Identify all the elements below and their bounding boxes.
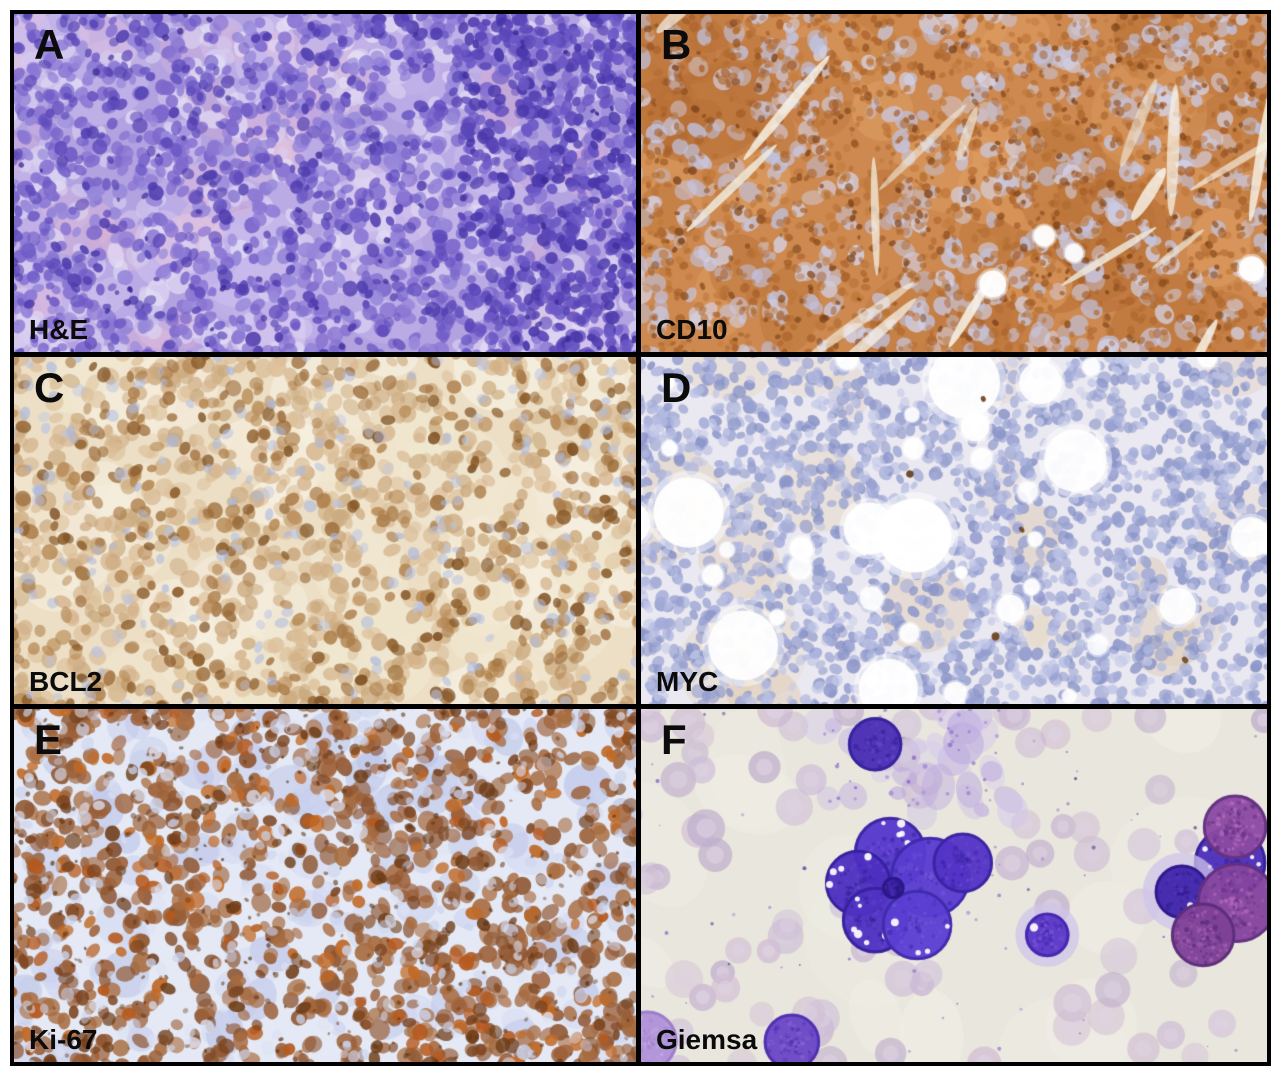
micrograph-myc <box>641 357 1267 704</box>
micrograph-he <box>14 14 636 352</box>
stain-label-ki67: Ki-67 <box>29 1024 98 1055</box>
panel-a-he: A H&E <box>14 14 636 352</box>
stain-label-myc: MYC <box>656 666 719 697</box>
stain-label-cd10: CD10 <box>656 314 728 345</box>
figure-panel-grid: A H&E B CD10 C BCL2 D MYC E Ki-67 F Giem… <box>10 10 1271 1066</box>
panel-letter-a: A <box>34 21 65 68</box>
panel-letter-c: C <box>34 364 65 411</box>
panel-b-cd10: B CD10 <box>641 14 1267 352</box>
stain-label-he: H&E <box>29 314 89 345</box>
micrograph-cd10 <box>641 14 1267 352</box>
panel-letter-b: B <box>661 21 692 68</box>
micrograph-bcl2 <box>14 357 636 704</box>
micrograph-ki67 <box>14 709 636 1062</box>
panel-d-myc: D MYC <box>641 357 1267 704</box>
panel-letter-d: D <box>661 364 692 411</box>
panel-e-ki67: E Ki-67 <box>14 709 636 1062</box>
panel-letter-e: E <box>34 716 63 763</box>
micrograph-giemsa <box>641 709 1267 1062</box>
stain-label-giemsa: Giemsa <box>656 1024 758 1055</box>
panel-f-giemsa: F Giemsa <box>641 709 1267 1062</box>
panel-c-bcl2: C BCL2 <box>14 357 636 704</box>
stain-label-bcl2: BCL2 <box>29 666 103 697</box>
panel-letter-f: F <box>661 716 687 763</box>
